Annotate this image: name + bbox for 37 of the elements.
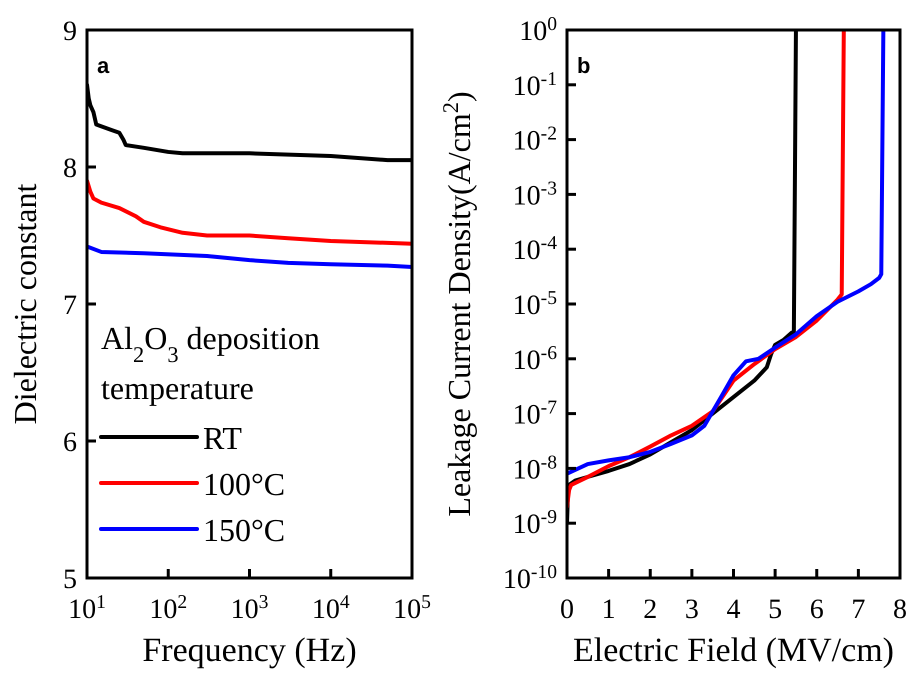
x-tick-label: 1 xyxy=(602,594,616,625)
y-tick-label: 10$^{-7}$ xyxy=(512,397,558,431)
x-axis-title: Frequency (Hz) xyxy=(142,632,357,669)
y-tick-label: 7 xyxy=(63,290,77,321)
y-tick-label: 10$^{-1}$ xyxy=(512,68,557,102)
x-tick-label: 10$^{5}$ xyxy=(393,592,432,625)
y-tick-label: 8 xyxy=(63,153,77,184)
y-tick-label: 10$^{-3}$ xyxy=(512,178,558,212)
y-tick-label: 9 xyxy=(63,16,77,47)
y-tick-label: 10$^{-4}$ xyxy=(512,232,558,266)
x-tick-label: 2 xyxy=(643,594,658,625)
x-tick-label: 8 xyxy=(893,594,907,625)
legend-label: RT xyxy=(203,420,242,456)
y-tick-label: 10$^{0}$ xyxy=(519,14,558,47)
y-tick-label: 10$^{-6}$ xyxy=(512,342,558,376)
legend-label: 150°C xyxy=(203,512,286,548)
x-axis-title: Electric Field (MV/cm) xyxy=(572,632,894,669)
y-tick-label: 10$^{-5}$ xyxy=(512,288,558,321)
y-tick-label: 10$^{-9}$ xyxy=(512,506,557,540)
y-tick-label: 10$^{-8}$ xyxy=(512,452,558,486)
legend-label: 100°C xyxy=(203,466,286,502)
annotation: b xyxy=(577,53,590,78)
x-tick-label: 0 xyxy=(560,594,574,625)
x-tick-label: 10$^{3}$ xyxy=(230,592,269,625)
x-tick-label: 5 xyxy=(768,594,782,625)
y-tick-label: 10$^{-2}$ xyxy=(512,123,557,157)
x-tick-label: 3 xyxy=(684,594,699,625)
y-tick-label: 6 xyxy=(63,427,77,458)
x-tick-label: 10$^{2}$ xyxy=(149,592,188,625)
x-tick-label: 4 xyxy=(726,594,740,625)
x-tick-label: 7 xyxy=(851,594,866,625)
annotation: a xyxy=(97,53,110,78)
y-tick-label: 10$^{-10}$ xyxy=(502,562,558,595)
legend-title: Al$_{2}$O$_{3}$ deposition temperature xyxy=(101,320,320,406)
x-tick-label: 6 xyxy=(810,594,824,625)
y-axis-title: Dielectric constant xyxy=(7,184,43,424)
x-tick-label: 10$^{4}$ xyxy=(312,592,350,625)
